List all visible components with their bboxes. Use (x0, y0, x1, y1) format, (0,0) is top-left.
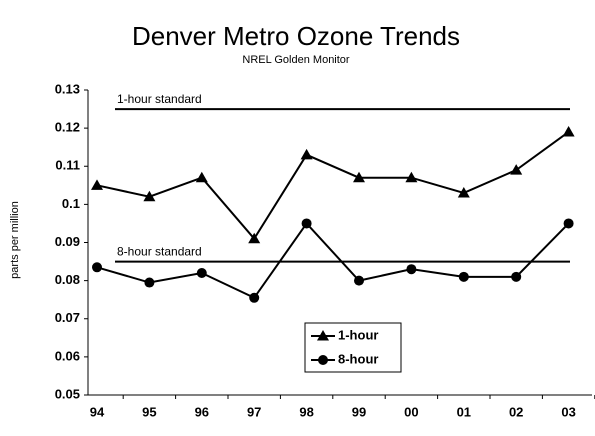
marker (354, 275, 364, 286)
y-tick-label: 0.1 (62, 196, 80, 211)
marker (196, 268, 207, 278)
marker (511, 271, 522, 282)
reference-label: 1-hour standard (117, 92, 202, 106)
reference-label: 8-hour standard (117, 245, 202, 259)
marker (562, 125, 575, 137)
x-tick-label: 98 (299, 404, 313, 419)
marker (458, 271, 469, 282)
marker (195, 171, 208, 183)
legend-label: 1-hour (338, 327, 378, 342)
y-tick-label: 0.09 (55, 234, 80, 249)
y-tick-label: 0.07 (55, 310, 80, 325)
marker (510, 164, 523, 175)
y-axis-label: parts per million (9, 201, 21, 279)
chart-subtitle: NREL Golden Monitor (242, 54, 350, 66)
x-tick-label: 00 (404, 404, 418, 419)
y-tick-label: 0.08 (55, 272, 80, 287)
series-line (96, 221, 570, 300)
x-tick-label: 95 (142, 404, 156, 419)
marker (457, 186, 470, 198)
marker (406, 264, 417, 275)
marker (249, 292, 260, 303)
x-tick-label: 99 (352, 404, 366, 419)
x-tick-label: 96 (195, 404, 209, 419)
legend-marker (318, 355, 328, 365)
marker (92, 262, 102, 273)
x-tick-label: 03 (561, 404, 575, 419)
x-tick-label: 97 (247, 404, 261, 419)
y-tick-label: 0.12 (55, 120, 80, 135)
marker (91, 179, 103, 190)
marker (144, 277, 155, 288)
legend-marker (317, 330, 329, 341)
marker (405, 171, 418, 183)
y-tick-label: 0.13 (55, 81, 80, 96)
marker (248, 232, 261, 244)
x-tick-label: 02 (509, 404, 523, 419)
legend-label: 8-hour (338, 351, 378, 366)
marker (353, 171, 365, 183)
series-line (96, 131, 570, 241)
marker (300, 148, 313, 160)
marker (143, 190, 156, 202)
y-tick-label: 0.05 (55, 386, 80, 401)
chart-title: Denver Metro Ozone Trends (132, 21, 460, 51)
x-tick-label: 94 (90, 404, 105, 419)
y-tick-label: 0.06 (55, 348, 80, 363)
x-tick-label: 01 (457, 404, 471, 419)
marker (301, 218, 312, 229)
marker (563, 218, 574, 229)
y-tick-label: 0.11 (55, 158, 80, 173)
